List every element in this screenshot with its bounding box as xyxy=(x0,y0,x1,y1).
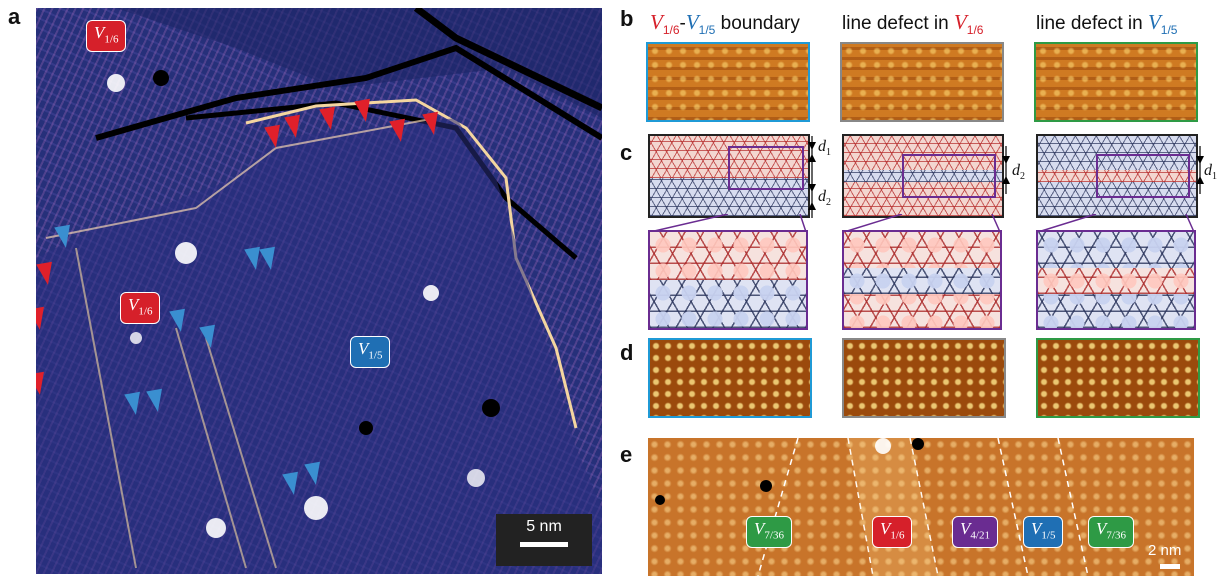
panel-c-model-defect-v16 xyxy=(842,134,1004,218)
panel-a-scale-bar xyxy=(520,542,568,547)
panel-a-badge-v16-top: V1/6 xyxy=(86,20,127,53)
panel-c-label-d2-col1: d2 xyxy=(818,188,831,209)
panel-d-label: d xyxy=(620,340,634,365)
panel-c-label: c xyxy=(620,140,633,165)
panel-c-label-d1-col1: d1 xyxy=(818,138,831,159)
panel-b-image-defect-v15 xyxy=(1034,42,1198,122)
panel-e-stm-image: V7/36 V1/6 V4/21 V1/5 V7/36 2 nm xyxy=(648,438,1194,576)
panel-c-model-boundary xyxy=(648,134,810,218)
panel-c-zoom-lines-col1 xyxy=(649,214,807,233)
panel-e-badge-v15: V1/5 xyxy=(1023,516,1064,549)
panel-c-arrows-col2 xyxy=(1002,146,1010,194)
panel-b-label: b xyxy=(620,6,634,31)
panel-d-sim-defect-v16 xyxy=(842,338,1006,418)
panel-c-zoom-defect-v16 xyxy=(842,230,1002,330)
panel-e-badge-v16: V1/6 xyxy=(872,516,913,549)
panel-e-domain-lines xyxy=(655,438,1089,576)
panel-c-zoom-defect-v15 xyxy=(1036,230,1196,330)
panel-a-scale-label: 5 nm xyxy=(526,518,562,535)
panel-e-badge-v736-right: V7/36 xyxy=(1088,516,1134,549)
panel-c-label-d2-col2: d2 xyxy=(1012,162,1025,183)
panel-c-arrows-col1 xyxy=(808,136,816,218)
panel-c-model-defect-v15 xyxy=(1036,134,1198,218)
panel-d-sim-defect-v15 xyxy=(1036,338,1200,418)
panel-e-badge-v421: V4/21 xyxy=(952,516,998,549)
panel-c-zoom-lines-col2 xyxy=(843,214,1001,233)
panel-a-scale-box: 5 nm xyxy=(496,514,592,566)
panel-c-zoom-boundary xyxy=(648,230,808,330)
panel-b-title-defect-v16: line defect in V1/6 xyxy=(842,10,984,37)
panel-b-title-defect-v15: line defect in V1/5 xyxy=(1036,10,1178,37)
panel-c-arrows-col3 xyxy=(1196,146,1204,194)
panel-a-label: a xyxy=(8,4,21,29)
panel-c-label-d1-col3: d1 xyxy=(1204,162,1217,183)
panel-b-title-boundary: V1/6-V1/5 boundary xyxy=(650,10,800,37)
panel-e-label: e xyxy=(620,442,633,467)
panel-e-scale-bar xyxy=(1160,564,1180,569)
panel-e-scale-label: 2 nm xyxy=(1148,542,1182,559)
panel-a-terrain xyxy=(36,8,602,574)
panel-b-image-boundary xyxy=(646,42,810,122)
panel-a-stm-image: V1/6 V1/6 V1/5 5 nm xyxy=(36,8,602,574)
panel-a-badge-v16-mid: V1/6 xyxy=(120,292,161,325)
panel-a-badge-v15: V1/5 xyxy=(350,336,391,369)
panel-b-image-defect-v16 xyxy=(840,42,1004,122)
panel-d-sim-boundary xyxy=(648,338,812,418)
panel-e-badge-v736-left: V7/36 xyxy=(746,516,792,549)
panel-c-zoom-lines-col3 xyxy=(1037,214,1195,233)
